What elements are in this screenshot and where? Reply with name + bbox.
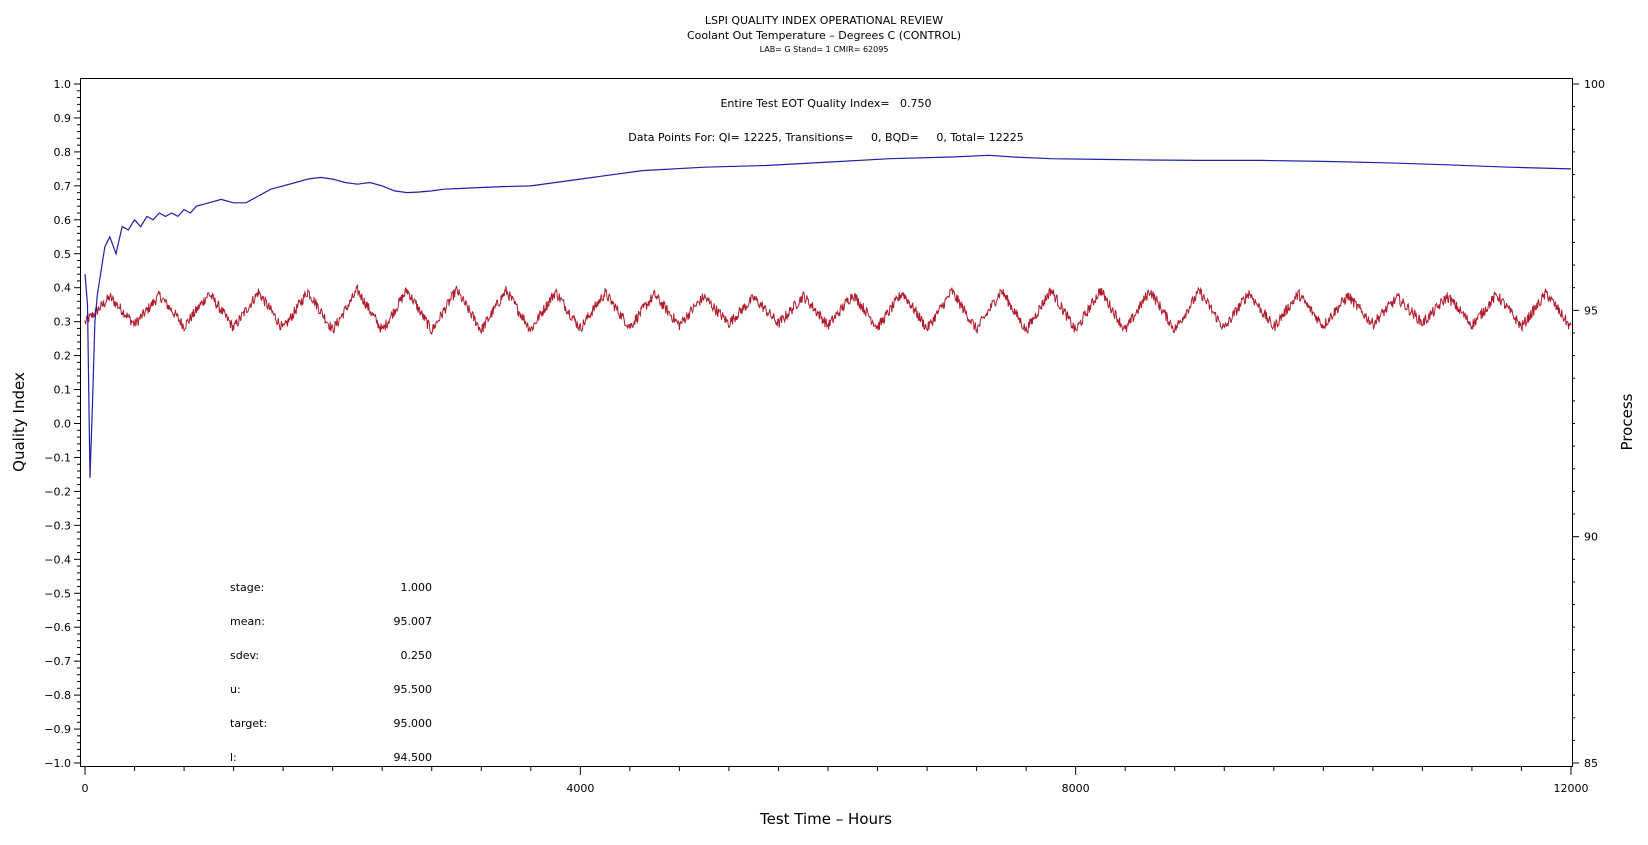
y-tick-label: 1.0 [54,78,72,91]
y-tick-label: 0.7 [54,180,72,193]
plot-frame [80,78,1573,767]
x-tick-label: 4000 [566,782,594,795]
y-tick-label: 0.6 [54,214,72,227]
stat-value: 1.000 [401,581,433,594]
y-tick-label: −0.9 [44,723,71,736]
y2-tick-label: 100 [1584,78,1605,91]
annotation-quality-index: Entire Test EOT Quality Index= 0.750 [720,97,931,110]
quality-index-series-line [84,154,1572,478]
stat-label: l: [230,751,237,764]
y-tick-label: 0.2 [54,350,72,363]
y-axis-title: Quality Index [10,372,28,472]
y-tick-label: −0.2 [44,485,71,498]
stat-label: sdev: [230,649,259,662]
y2-axis-title: Process [1618,393,1636,450]
stat-label: mean: [230,615,265,628]
stats-block: stage: 1.000 mean: 95.007 sdev: 0.250 u: 95.500… [230,581,432,764]
y2-tick-label: 85 [1584,757,1598,770]
y-tick-label: −1.0 [44,757,71,770]
y-tick-label: 0.5 [54,248,72,261]
x-axis-ticks: 0 4000 8000 12000 [82,767,1589,795]
right-axis-ticks: 85 90 95 100 [1572,78,1605,770]
y-tick-label: −0.6 [44,621,71,634]
stat-label: stage: [230,581,264,594]
chart-subtitle-lab: LAB= G Stand= 1 CMIR= 62095 [760,45,889,54]
stat-label: u: [230,683,241,696]
x-tick-label: 0 [82,782,89,795]
y-tick-label: 0.9 [54,112,72,125]
stat-value: 95.007 [394,615,433,628]
x-axis-title: Test Time – Hours [759,810,892,828]
stat-value: 95.000 [394,717,433,730]
stat-value: 0.250 [401,649,433,662]
stat-value: 94.500 [394,751,433,764]
y-tick-label: −0.5 [44,587,71,600]
y-tick-label: 0.3 [54,316,72,329]
y-tick-label: 0.4 [54,282,72,295]
stat-value: 95.500 [394,683,433,696]
chart-title: LSPI QUALITY INDEX OPERATIONAL REVIEW [705,14,943,27]
stat-label: target: [230,717,267,730]
y2-tick-label: 95 [1584,304,1598,317]
x-tick-label: 8000 [1062,782,1090,795]
process-series-line [84,283,1572,335]
y-tick-label: 0.0 [54,418,72,431]
y-tick-label: 0.1 [54,384,72,397]
y-tick-label: −0.1 [44,451,71,464]
y-tick-label: −0.8 [44,689,71,702]
y2-tick-label: 90 [1584,531,1598,544]
annotation-data-points: Data Points For: QI= 12225, Transitions=… [628,131,1023,144]
y-tick-label: −0.7 [44,655,71,668]
y-tick-label: −0.3 [44,519,71,532]
y-tick-label: 0.8 [54,146,72,159]
y-tick-label: −0.4 [44,553,71,566]
chart-subtitle: Coolant Out Temperature – Degrees C (CON… [687,29,961,42]
left-axis-ticks: −1.0 −0.9 −0.8 −0.7 −0.6 −0.5 −0.4 −0.3 −0.2 −0.1… [44,78,80,770]
x-tick-label: 12000 [1554,782,1589,795]
